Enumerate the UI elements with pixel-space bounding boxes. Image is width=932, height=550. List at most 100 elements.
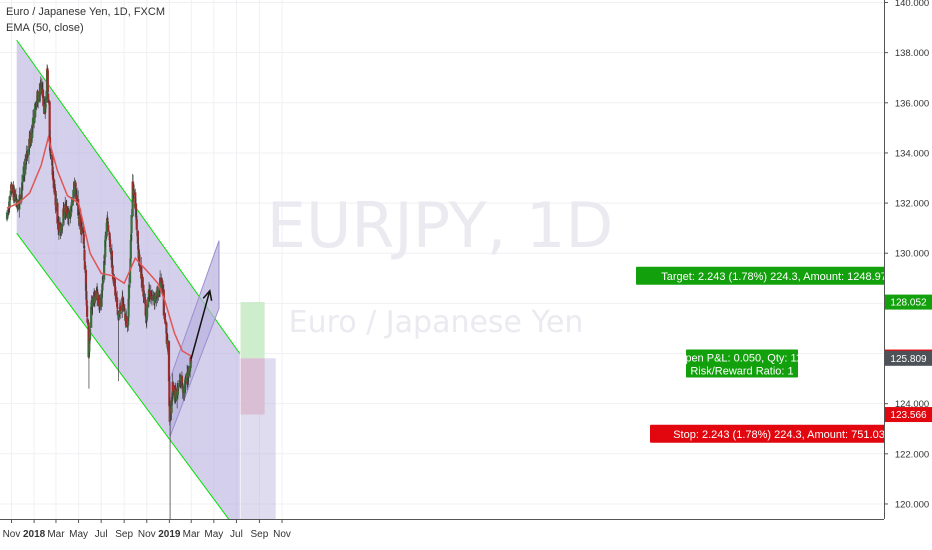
candle-body	[136, 230, 139, 244]
y-tick-label: 134.000	[895, 148, 929, 159]
candle	[72, 182, 75, 206]
candle-body	[161, 289, 164, 291]
candle-body	[130, 214, 133, 234]
candle-body	[81, 229, 84, 232]
candle	[161, 277, 164, 295]
candle-body	[135, 219, 138, 230]
candle-body	[74, 188, 78, 199]
candle-body	[190, 361, 193, 363]
candle	[63, 209, 66, 226]
candle-body	[62, 207, 65, 218]
candle-body	[126, 326, 129, 328]
candle-body	[166, 340, 169, 348]
indicator-label[interactable]: EMA (50, close)	[6, 22, 84, 34]
y-tick-label: 132.000	[895, 199, 929, 210]
candle-body	[51, 166, 54, 176]
price-label-box	[885, 294, 932, 310]
candle-body	[70, 202, 73, 207]
candle-body	[113, 278, 116, 287]
candle-body	[96, 292, 99, 299]
candle-body	[46, 70, 49, 92]
candle-body	[158, 287, 161, 291]
candle-body	[35, 101, 38, 104]
candle	[47, 100, 50, 105]
candle-body	[153, 296, 157, 304]
symbol-title[interactable]: Euro / Japanese Yen, 1D, FXCM	[6, 6, 165, 18]
trend-arrowhead	[202, 289, 213, 301]
candle-body	[118, 310, 121, 313]
candle-body	[108, 233, 111, 240]
candle-body	[77, 199, 80, 216]
candle-body	[83, 261, 86, 270]
candle-body	[131, 181, 135, 188]
candle	[13, 191, 16, 203]
candle-body	[156, 290, 159, 297]
candle-body	[41, 89, 44, 90]
candle	[34, 101, 37, 119]
candle	[80, 223, 83, 232]
candle-body	[121, 296, 124, 301]
candle-body	[134, 203, 138, 217]
candle-body	[82, 230, 85, 233]
x-tick-label: May	[69, 529, 88, 540]
y-tick-label: 136.000	[895, 98, 929, 109]
candle-body	[161, 280, 164, 291]
candle-body	[103, 260, 106, 280]
candle	[18, 200, 21, 218]
candle-body	[55, 201, 58, 209]
candle	[73, 177, 76, 198]
candle-body	[50, 150, 53, 153]
candle-body	[94, 296, 97, 301]
candle-body	[10, 190, 13, 192]
candle-body	[43, 104, 46, 106]
candle-body	[34, 103, 37, 118]
candle-body	[176, 387, 179, 395]
candle-body	[169, 407, 172, 414]
candle-body	[170, 400, 173, 413]
candle-body	[171, 392, 174, 397]
candle-body	[129, 240, 132, 259]
candle-body	[133, 190, 136, 192]
candle	[127, 277, 131, 308]
candle-body	[46, 68, 49, 72]
candle	[168, 377, 171, 411]
candle-body	[135, 215, 138, 220]
candle	[149, 285, 152, 304]
candle	[108, 235, 112, 250]
candle-body	[177, 388, 180, 390]
candle-body	[184, 382, 187, 386]
candle-body	[116, 310, 119, 316]
candle-body	[97, 294, 101, 306]
candle-body	[44, 96, 48, 103]
candle-body	[52, 178, 55, 181]
watermark-symbol: EURJPY, 1D	[267, 189, 613, 262]
candle-body	[162, 289, 165, 316]
candle-body	[44, 104, 47, 109]
candle-body	[26, 152, 29, 156]
candle-body	[120, 311, 123, 314]
target-label: Target: 2.243 (1.78%) 224.3, Amount: 124…	[661, 271, 887, 283]
candle-body	[174, 395, 177, 402]
stop-label: Stop: 2.243 (1.78%) 224.3, Amount: 751.0…	[673, 429, 885, 441]
candle	[39, 76, 42, 88]
candle-body	[146, 307, 149, 318]
candle	[151, 289, 154, 302]
candle-body	[101, 283, 104, 285]
candle	[40, 78, 43, 96]
candle-body	[168, 382, 171, 407]
candle	[138, 250, 141, 272]
candle	[83, 260, 86, 273]
candle-body	[143, 297, 146, 300]
candle	[103, 260, 106, 283]
candle-body	[186, 372, 189, 374]
ema-line	[6, 135, 192, 357]
candle	[166, 334, 169, 355]
candle-body	[9, 190, 12, 196]
candle-body	[73, 181, 76, 194]
candle-body	[119, 305, 122, 311]
x-tick-label: Mar	[47, 529, 65, 540]
candle	[148, 290, 151, 302]
